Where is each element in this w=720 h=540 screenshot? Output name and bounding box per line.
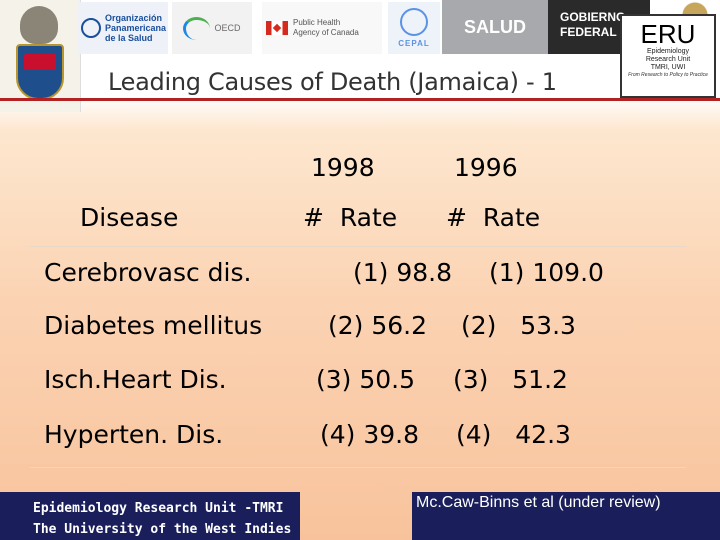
canada-flag-icon	[266, 21, 288, 35]
table-divider	[30, 246, 686, 247]
gobierno-line: FEDERAL	[560, 25, 617, 39]
disease-cell: Hyperten. Dis.	[44, 420, 224, 449]
rate-1998-cell: (2) 56.2	[328, 311, 428, 340]
eru-line: Research Unit	[645, 56, 691, 63]
paho-logo: Organización Panamericana de la Salud	[78, 2, 168, 54]
disease-cell: Diabetes mellitus	[44, 311, 263, 340]
disease-cell: Isch.Heart Dis.	[44, 365, 227, 394]
eru-abbr: ERU	[640, 19, 696, 49]
un-emblem-icon	[400, 7, 428, 36]
table-divider	[30, 467, 686, 468]
oecd-text: OECD	[214, 23, 241, 33]
rate-1998-header: # Rate	[303, 203, 398, 232]
rate-1996-cell: (4) 42.3	[456, 420, 571, 449]
phac-text: Public Health Agency of Canada	[293, 18, 359, 38]
footer-line: Epidemiology Research Unit -TMRI	[33, 501, 284, 516]
shield-icon	[16, 44, 64, 100]
rate-1996-cell: (2) 53.3	[461, 311, 576, 340]
paho-line: de la Salud	[105, 33, 153, 43]
phac-line: Agency of Canada	[293, 28, 359, 37]
paho-line: Panamericana	[105, 23, 167, 33]
eru-tagline: From Research to Policy to Practice	[628, 72, 708, 78]
rate-1998-cell: (1) 98.8	[353, 258, 453, 287]
paho-text: Organización Panamericana de la Salud	[105, 13, 166, 43]
eru-logo: ERU Epidemiology Research Unit TMRI, UWI…	[620, 14, 716, 98]
oecd-rings-icon	[183, 16, 211, 40]
rate-1996-header: # Rate	[446, 203, 541, 232]
gobierno-line: GOBIERNO	[560, 10, 626, 24]
cepal-text: CEPAL	[398, 38, 430, 48]
disease-cell: Cerebrovasc dis.	[44, 258, 252, 287]
salud-logo: SALUD	[442, 0, 548, 54]
footer-institution: Epidemiology Research Unit -TMRI The Uni…	[0, 492, 300, 540]
rate-1996-cell: (1) 109.0	[489, 258, 604, 287]
year-1996-header: 1996	[454, 153, 518, 182]
rate-1998-cell: (3) 50.5	[316, 365, 416, 394]
phac-line: Public Health	[293, 18, 341, 27]
uwi-crest-logo	[0, 0, 81, 112]
rate-1996-cell: (3) 51.2	[453, 365, 568, 394]
year-1998-header: 1998	[311, 153, 375, 182]
eru-line: TMRI, UWI	[650, 64, 686, 71]
slide-title: Leading Causes of Death (Jamaica) - 1	[108, 68, 557, 96]
eru-line: Epidemiology	[646, 48, 690, 55]
rate-1998-cell: (4) 39.8	[320, 420, 420, 449]
disease-header: Disease	[80, 203, 179, 232]
footer-citation: Mc.Caw-Binns et al (under review)	[412, 492, 720, 540]
paho-line: Organización	[105, 13, 163, 23]
footer-line: The University of the West Indies	[33, 522, 292, 537]
header-divider	[0, 98, 720, 101]
oecd-logo: OECD	[172, 2, 252, 54]
pelican-icon	[20, 6, 58, 44]
globe-icon	[81, 18, 101, 38]
cepal-logo: CEPAL	[388, 2, 440, 54]
phac-logo: Public Health Agency of Canada	[262, 2, 382, 54]
